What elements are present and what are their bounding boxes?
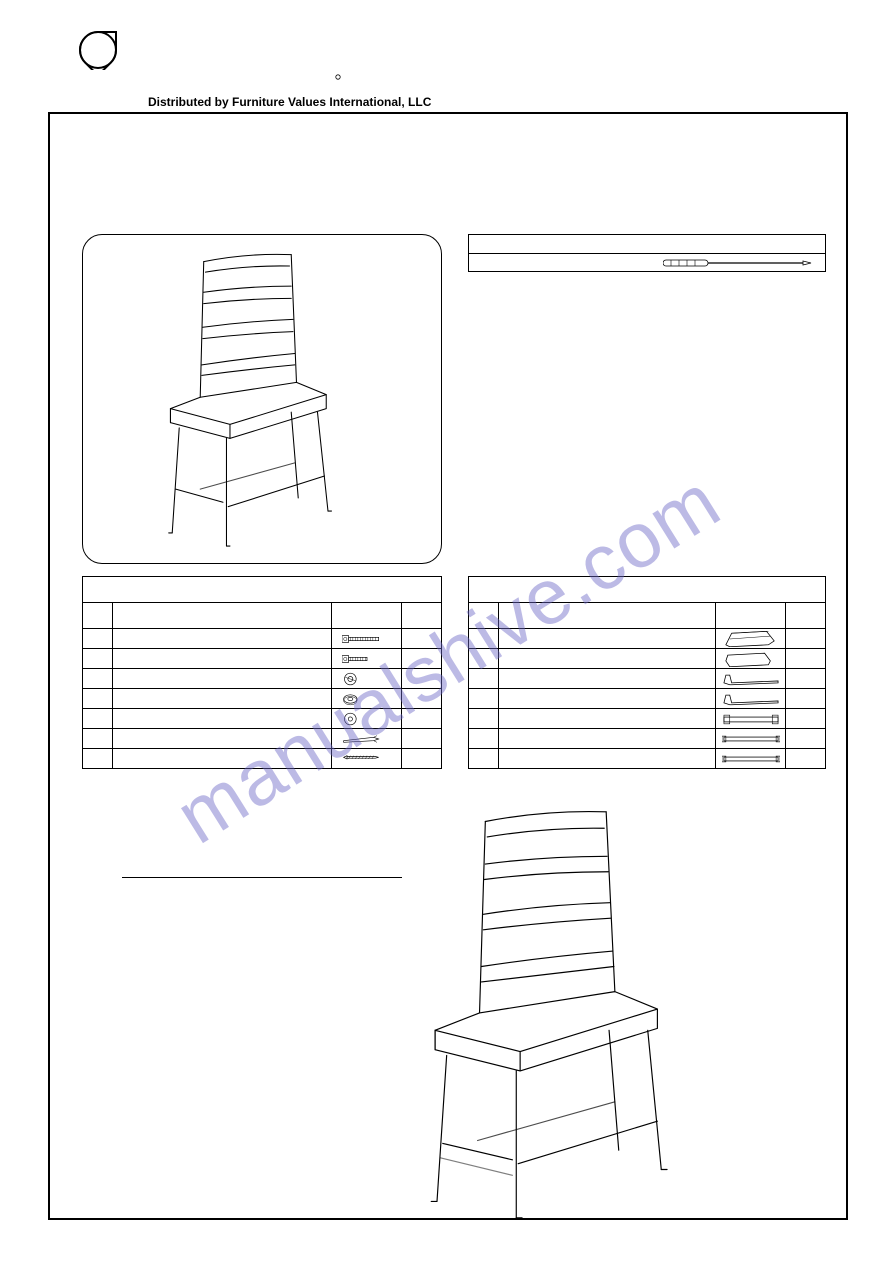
cell-qty xyxy=(786,669,826,689)
col-pic xyxy=(716,603,786,629)
parts-table-header xyxy=(469,577,826,603)
cell-pic xyxy=(332,669,402,689)
cell-desc xyxy=(112,749,331,769)
table-row xyxy=(83,629,442,649)
hardware-table-header xyxy=(83,577,442,603)
hardware-table xyxy=(82,576,442,769)
cell-desc xyxy=(498,729,715,749)
table-row xyxy=(469,709,826,729)
cell-no xyxy=(83,669,113,689)
cell-no xyxy=(83,709,113,729)
col-qty xyxy=(402,603,442,629)
cell-pic xyxy=(716,669,786,689)
cell-qty xyxy=(786,749,826,769)
cell-desc xyxy=(112,689,331,709)
cell-no xyxy=(469,689,499,709)
col-qty xyxy=(786,603,826,629)
cell-qty xyxy=(402,649,442,669)
col-desc xyxy=(498,603,715,629)
cell-qty xyxy=(402,709,442,729)
cell-qty xyxy=(402,749,442,769)
cell-desc xyxy=(498,649,715,669)
table-row xyxy=(469,689,826,709)
cell-pic xyxy=(332,709,402,729)
chair-illustration-small xyxy=(83,235,441,563)
page-frame: manualshive.com xyxy=(48,112,848,1220)
distributor-text: Distributed by Furniture Values Internat… xyxy=(148,95,431,109)
col-desc xyxy=(112,603,331,629)
cell-qty xyxy=(786,729,826,749)
cell-pic xyxy=(332,729,402,749)
cell-pic xyxy=(716,629,786,649)
cell-qty xyxy=(402,669,442,689)
cell-desc xyxy=(498,669,715,689)
cell-pic xyxy=(716,649,786,669)
step-heading xyxy=(122,864,402,878)
cell-no xyxy=(83,629,113,649)
cell-pic xyxy=(716,749,786,769)
cell-desc xyxy=(112,709,331,729)
table-row xyxy=(83,669,442,689)
product-preview xyxy=(82,234,442,564)
cell-desc xyxy=(112,649,331,669)
col-no xyxy=(83,603,113,629)
cell-qty xyxy=(786,709,826,729)
table-row xyxy=(83,689,442,709)
cell-desc xyxy=(498,709,715,729)
table-row xyxy=(469,749,826,769)
cell-pic xyxy=(332,649,402,669)
table-row xyxy=(469,669,826,689)
cell-pic xyxy=(716,709,786,729)
parts-table xyxy=(468,576,826,769)
cell-no xyxy=(83,749,113,769)
table-row xyxy=(469,649,826,669)
cell-qty xyxy=(402,729,442,749)
cell-pic xyxy=(716,729,786,749)
brand-logo xyxy=(78,30,118,70)
cell-pic xyxy=(332,749,402,769)
cell-no xyxy=(83,689,113,709)
col-no xyxy=(469,603,499,629)
cell-desc xyxy=(112,729,331,749)
small-dot xyxy=(335,72,341,78)
table-row xyxy=(469,729,826,749)
table-row xyxy=(469,629,826,649)
cell-no xyxy=(83,649,113,669)
col-pic xyxy=(332,603,402,629)
cell-no xyxy=(469,629,499,649)
cell-no xyxy=(83,729,113,749)
table-row xyxy=(83,729,442,749)
cell-qty xyxy=(786,649,826,669)
cell-qty xyxy=(786,689,826,709)
cell-qty xyxy=(786,629,826,649)
tools-required-box xyxy=(468,234,826,272)
cell-qty xyxy=(402,689,442,709)
cell-no xyxy=(469,709,499,729)
cell-desc xyxy=(498,629,715,649)
table-row xyxy=(83,709,442,729)
chair-illustration-large xyxy=(408,800,698,1220)
cell-no xyxy=(469,669,499,689)
table-row xyxy=(83,749,442,769)
cell-no xyxy=(469,749,499,769)
cell-no xyxy=(469,729,499,749)
cell-desc xyxy=(498,749,715,769)
cell-desc xyxy=(112,629,331,649)
cell-qty xyxy=(402,629,442,649)
cell-no xyxy=(469,649,499,669)
cell-pic xyxy=(716,689,786,709)
table-row xyxy=(83,649,442,669)
cell-pic xyxy=(332,629,402,649)
screwdriver-icon xyxy=(663,257,813,269)
cell-pic xyxy=(332,689,402,709)
cell-desc xyxy=(112,669,331,689)
cell-desc xyxy=(498,689,715,709)
